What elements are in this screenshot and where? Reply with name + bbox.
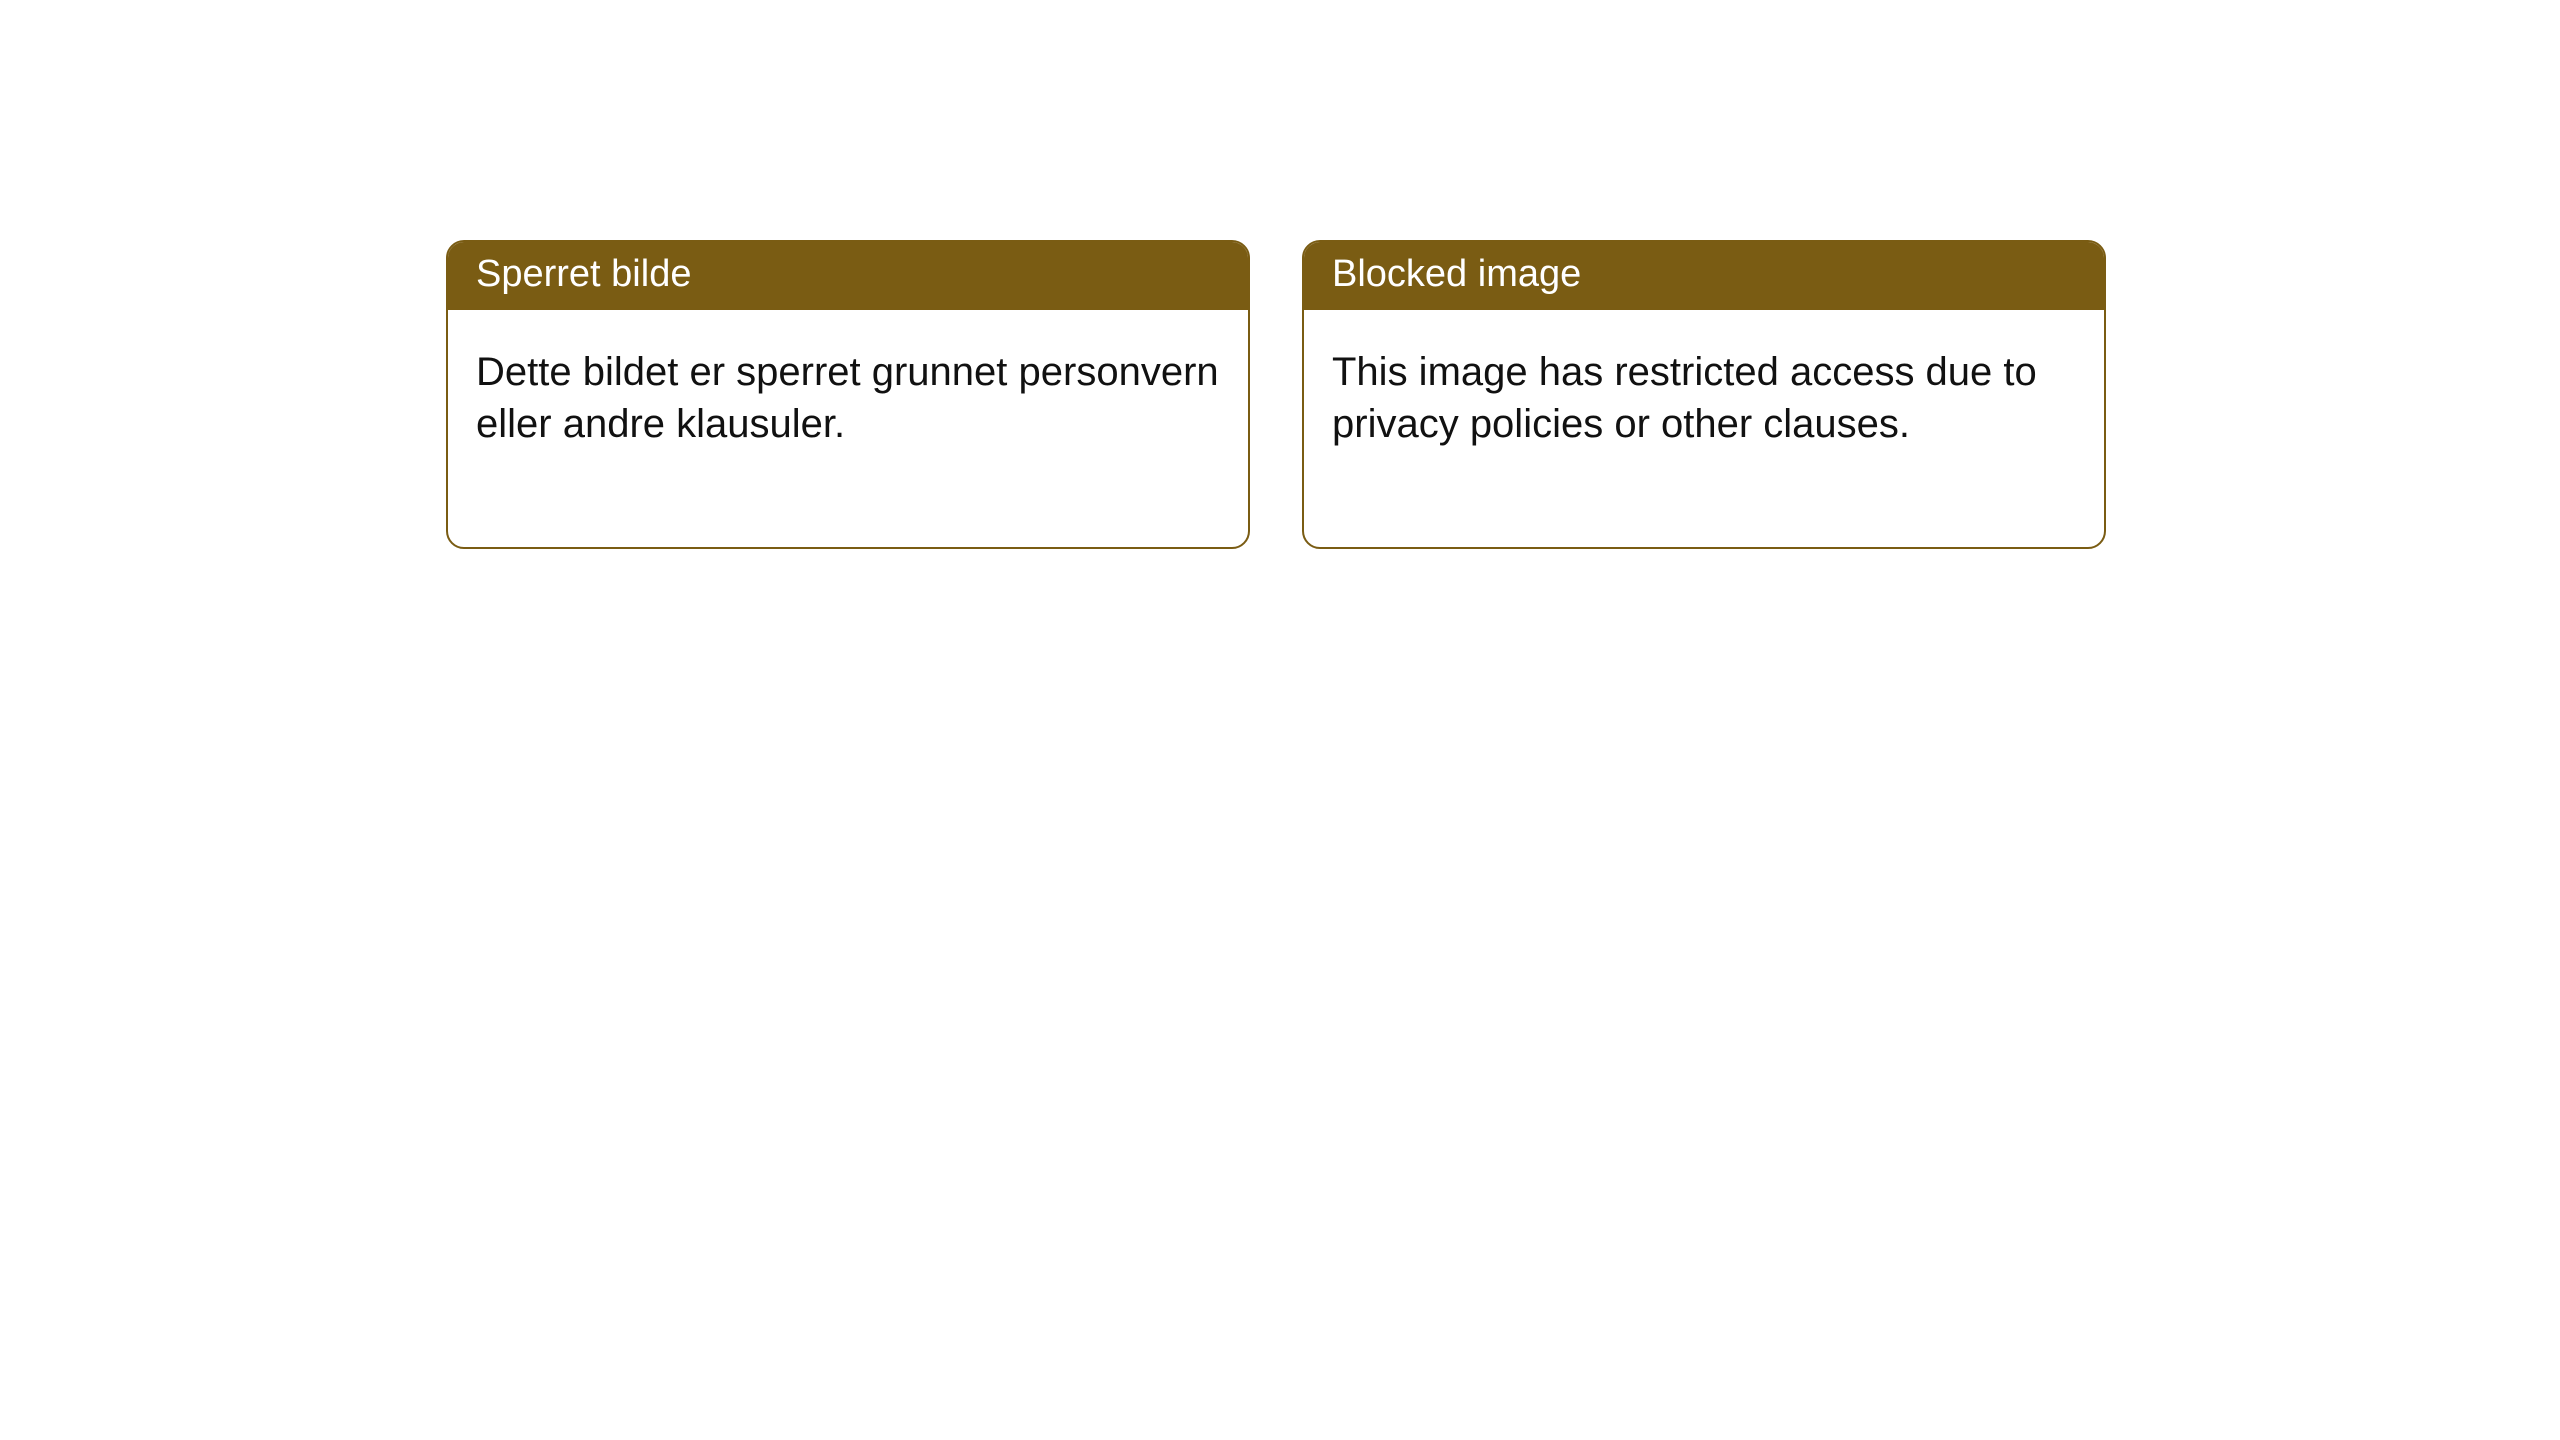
card-body-no: Dette bildet er sperret grunnet personve…	[448, 310, 1248, 548]
blocked-image-card-no: Sperret bilde Dette bildet er sperret gr…	[446, 240, 1250, 549]
card-title-en: Blocked image	[1304, 242, 2104, 310]
card-title-no: Sperret bilde	[448, 242, 1248, 310]
card-body-en: This image has restricted access due to …	[1304, 310, 2104, 548]
blocked-image-card-en: Blocked image This image has restricted …	[1302, 240, 2106, 549]
notice-container: Sperret bilde Dette bildet er sperret gr…	[0, 0, 2560, 549]
